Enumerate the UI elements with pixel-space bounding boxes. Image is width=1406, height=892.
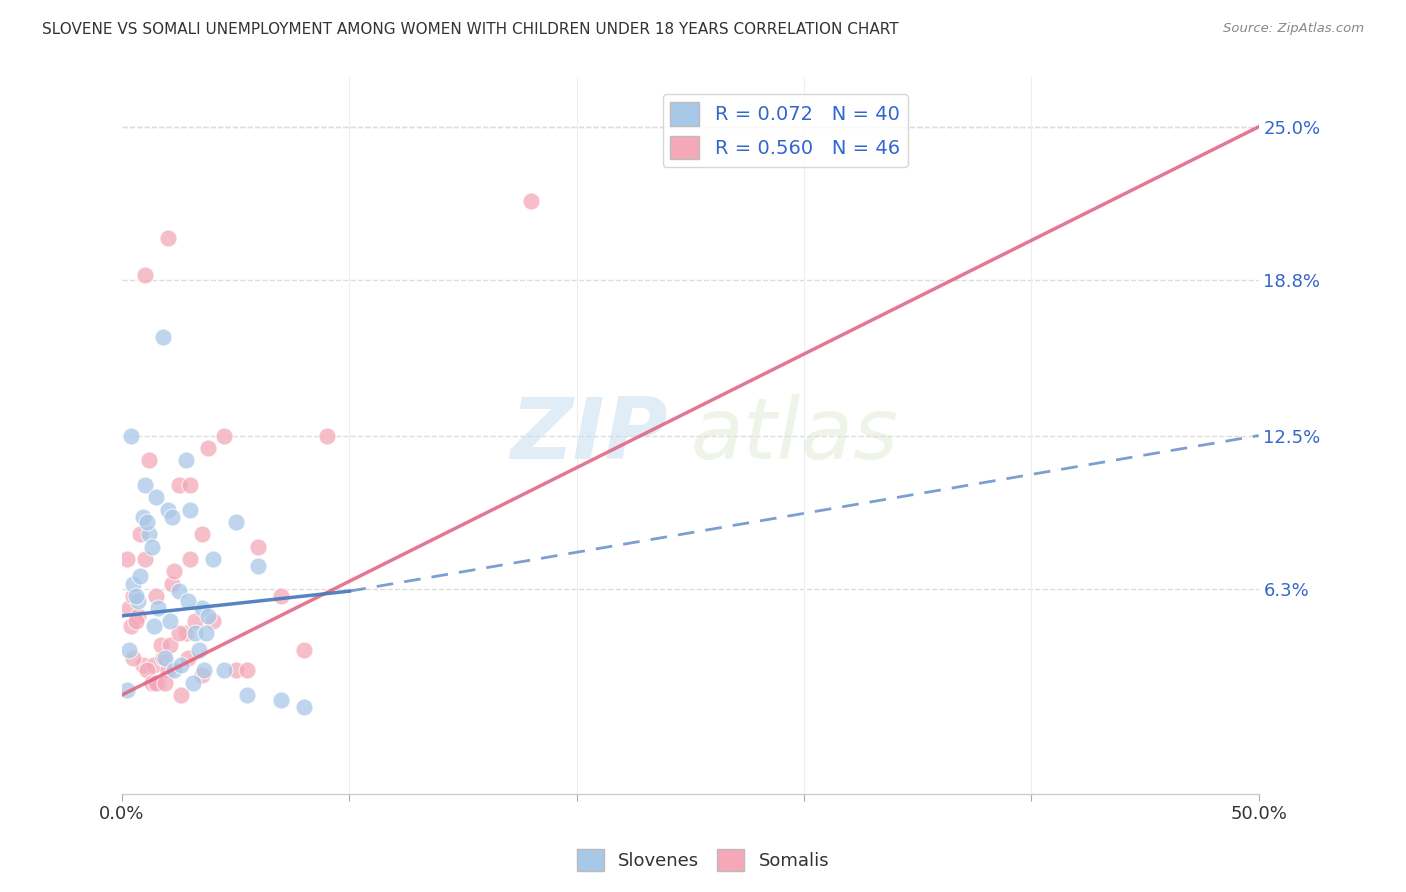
Point	[177, 594, 200, 608]
Point	[156, 663, 179, 677]
Point	[131, 658, 153, 673]
Point	[148, 675, 170, 690]
Point	[160, 510, 183, 524]
Point	[120, 428, 142, 442]
Point	[118, 643, 141, 657]
Point	[125, 614, 148, 628]
Point	[179, 552, 201, 566]
Text: Source: ZipAtlas.com: Source: ZipAtlas.com	[1223, 22, 1364, 36]
Point	[184, 614, 207, 628]
Point	[160, 576, 183, 591]
Point	[125, 589, 148, 603]
Point	[159, 639, 181, 653]
Point	[167, 584, 190, 599]
Point	[170, 688, 193, 702]
Point	[315, 428, 337, 442]
Point	[236, 663, 259, 677]
Point	[129, 569, 152, 583]
Point	[247, 559, 270, 574]
Point	[292, 643, 315, 657]
Point	[134, 552, 156, 566]
Point	[190, 668, 212, 682]
Point	[122, 650, 145, 665]
Point	[195, 626, 218, 640]
Point	[167, 626, 190, 640]
Point	[247, 540, 270, 554]
Point	[131, 510, 153, 524]
Point	[167, 478, 190, 492]
Point	[520, 194, 543, 208]
Point	[179, 502, 201, 516]
Point	[156, 231, 179, 245]
Point	[141, 675, 163, 690]
Point	[141, 540, 163, 554]
Point	[115, 682, 138, 697]
Point	[174, 626, 197, 640]
Point	[134, 478, 156, 492]
Point	[118, 601, 141, 615]
Point	[201, 614, 224, 628]
Point	[197, 608, 219, 623]
Point	[127, 594, 149, 608]
Point	[120, 618, 142, 632]
Point	[270, 693, 292, 707]
Point	[152, 330, 174, 344]
Point	[193, 663, 215, 677]
Point	[145, 589, 167, 603]
Point	[129, 527, 152, 541]
Point	[142, 618, 165, 632]
Point	[190, 601, 212, 615]
Point	[236, 688, 259, 702]
Point	[197, 441, 219, 455]
Legend: R = 0.072   N = 40, R = 0.560   N = 46: R = 0.072 N = 40, R = 0.560 N = 46	[662, 95, 908, 167]
Text: SLOVENE VS SOMALI UNEMPLOYMENT AMONG WOMEN WITH CHILDREN UNDER 18 YEARS CORRELAT: SLOVENE VS SOMALI UNEMPLOYMENT AMONG WOM…	[42, 22, 898, 37]
Point	[134, 268, 156, 282]
Point	[270, 589, 292, 603]
Text: ZIP: ZIP	[510, 394, 668, 477]
Legend: Slovenes, Somalis: Slovenes, Somalis	[569, 842, 837, 879]
Point	[155, 650, 177, 665]
Point	[136, 515, 159, 529]
Point	[179, 478, 201, 492]
Point	[138, 527, 160, 541]
Point	[159, 614, 181, 628]
Point	[225, 663, 247, 677]
Point	[136, 663, 159, 677]
Point	[214, 663, 236, 677]
Point	[152, 650, 174, 665]
Point	[225, 515, 247, 529]
Point	[115, 552, 138, 566]
Point	[145, 491, 167, 505]
Point	[142, 658, 165, 673]
Point	[292, 700, 315, 714]
Point	[163, 663, 186, 677]
Point	[163, 565, 186, 579]
Point	[170, 658, 193, 673]
Point	[127, 608, 149, 623]
Point	[145, 675, 167, 690]
Point	[155, 675, 177, 690]
Point	[181, 675, 204, 690]
Point	[190, 527, 212, 541]
Point	[156, 502, 179, 516]
Point	[138, 453, 160, 467]
Point	[149, 639, 172, 653]
Point	[148, 601, 170, 615]
Text: atlas: atlas	[690, 394, 898, 477]
Point	[122, 576, 145, 591]
Point	[184, 626, 207, 640]
Point	[174, 453, 197, 467]
Point	[214, 428, 236, 442]
Point	[122, 589, 145, 603]
Point	[188, 643, 211, 657]
Point	[177, 650, 200, 665]
Point	[201, 552, 224, 566]
